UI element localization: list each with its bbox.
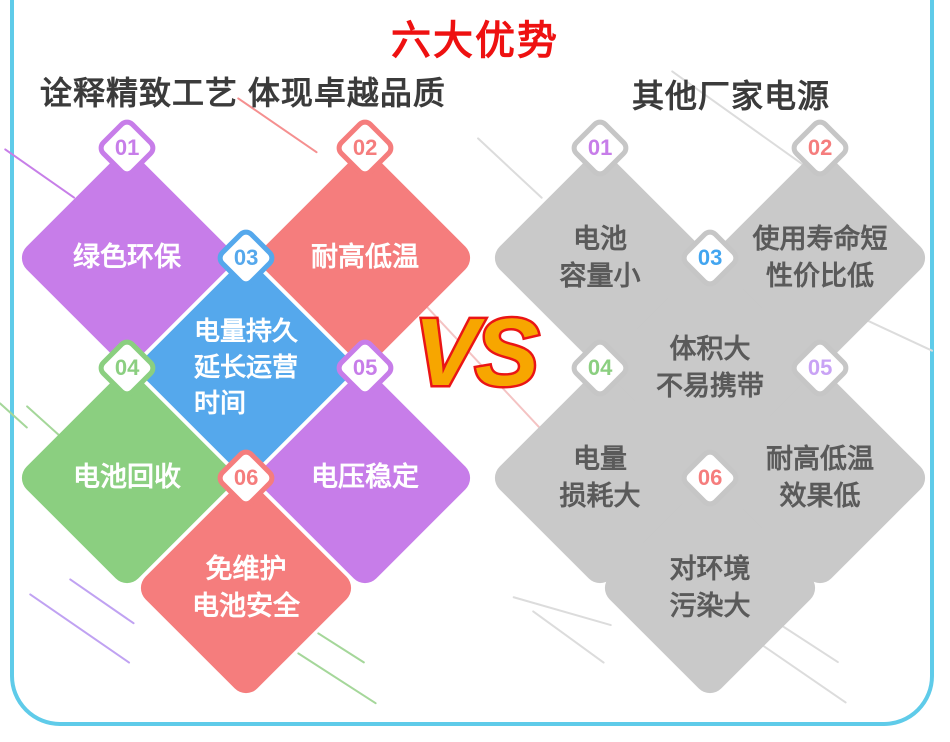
drawback-label-6: 对环境 污染大 [669, 553, 751, 621]
vs-text: VS [411, 297, 541, 409]
drawback-label-1: 电池 容量小 [559, 223, 641, 291]
badge-number: 06 [233, 464, 259, 490]
drawback-label-2: 使用寿命短 性价比低 [752, 223, 888, 291]
advantage-label-5: 电压稳定 [311, 462, 419, 493]
badge-number: 01 [114, 134, 140, 160]
badge-number: 03 [697, 244, 723, 270]
drawback-label-5: 耐高低温 效果低 [766, 443, 874, 511]
badge-number: 02 [807, 134, 833, 160]
drawback-label-4: 电量 损耗大 [559, 443, 641, 511]
badge-number: 03 [233, 244, 259, 270]
advantage-label-6: 免维护 电池安全 [192, 553, 300, 621]
badge-number: 04 [587, 354, 613, 380]
left-cluster-title: 诠释精致工艺 体现卓越品质 [40, 75, 446, 111]
advantage-label-2: 耐高低温 [311, 242, 419, 273]
advantage-label-4: 电池回收 [73, 462, 181, 493]
badge-number: 05 [352, 354, 378, 380]
advantage-label-3: 电量持久 延长运营 时间 [193, 316, 298, 418]
right-cluster-title: 其他厂家电源 [632, 78, 831, 114]
page-title: 六大优势 [391, 19, 559, 63]
badge-number: 01 [587, 134, 613, 160]
badge-number: 02 [352, 134, 378, 160]
drawback-label-3: 体积大 不易携带 [656, 333, 764, 401]
badge-number: 06 [697, 464, 723, 490]
advantage-label-1: 绿色环保 [73, 242, 181, 273]
badge-number: 05 [807, 354, 833, 380]
rounded-border-frame [10, 0, 934, 726]
badge-number: 04 [114, 354, 140, 380]
